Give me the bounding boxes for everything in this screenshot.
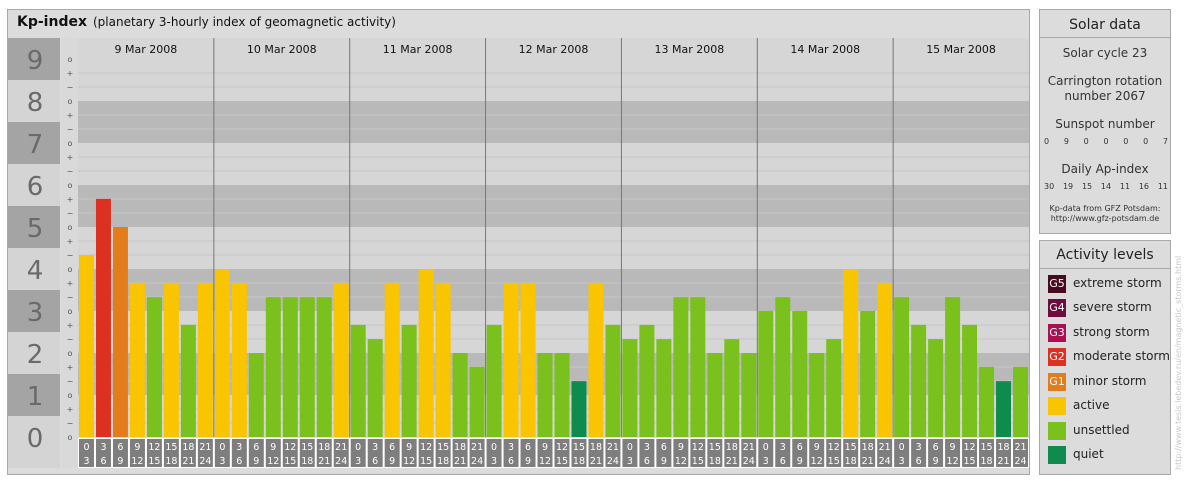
legend-swatch: G5: [1048, 275, 1066, 293]
data-source-line-2[interactable]: http://www.gfz-potsdam.de: [1050, 214, 1160, 223]
ap-index-value: 11: [1119, 182, 1131, 191]
legend-label: active: [1073, 398, 1110, 412]
sunspot-value: 0: [1123, 137, 1129, 146]
legend-swatch: G3: [1048, 324, 1066, 342]
legend-label: extreme storm: [1073, 276, 1162, 290]
sunspot-value: 9: [1063, 137, 1069, 146]
sunspot-value: 0: [1103, 137, 1109, 146]
legend-label: strong storm: [1073, 325, 1150, 339]
sunspot-values: 0 9 0 0 0 0 7: [1044, 137, 1168, 146]
legend-label: minor storm: [1073, 374, 1147, 388]
kp-chart-panel: Kp-index (planetary 3-hourly index of geo…: [7, 9, 1030, 475]
legend-swatch: [1048, 422, 1066, 440]
carrington-line-2: number 2067: [1064, 89, 1146, 103]
chart-title-main: Kp-index: [17, 14, 87, 30]
solar-data-title: Solar data: [1069, 17, 1141, 33]
legend-item-quiet: quiet: [1048, 446, 1172, 464]
legend-item-minor-storm: G1 minor storm: [1048, 373, 1172, 391]
sunspot-value: 0: [1083, 137, 1089, 146]
ap-index-value: 14: [1100, 182, 1112, 191]
legend-item-unsettled: unsettled: [1048, 422, 1172, 440]
legend-item-active: active: [1048, 397, 1172, 415]
ap-index-value: 11: [1157, 182, 1168, 191]
source-credit[interactable]: http://www.tesis.lebedev.ru/en/magnetic_…: [1174, 255, 1183, 470]
ap-index-value: 19: [1062, 182, 1074, 191]
legend-item-severe-storm: G4 severe storm: [1048, 299, 1172, 317]
legend-swatch: [1048, 446, 1066, 464]
data-source-line-1: Kp-data from GFZ Potsdam:: [1049, 204, 1161, 213]
legend-label: severe storm: [1073, 300, 1152, 314]
legend-label: unsettled: [1073, 423, 1130, 437]
sunspot-value: 7: [1162, 137, 1168, 146]
chart-subtitle: (planetary 3-hourly index of geomagnetic…: [93, 15, 396, 29]
legend-item-extreme-storm: G5 extreme storm: [1048, 275, 1172, 293]
ap-index-values: 30 19 15 14 11 16 11: [1044, 182, 1168, 191]
legend-label: moderate storm: [1073, 349, 1170, 363]
legend-swatch: G2: [1048, 348, 1066, 366]
solar-title-divider: [1040, 37, 1170, 38]
legend-swatch: G1: [1048, 373, 1066, 391]
carrington-line-1: Carrington rotation: [1047, 74, 1163, 88]
sunspot-title: Sunspot number: [1055, 117, 1155, 131]
legend-item-moderate-storm: G2 moderate storm: [1048, 348, 1172, 366]
activity-title-divider: [1040, 268, 1170, 269]
ap-index-value: 15: [1081, 182, 1093, 191]
sunspot-value: 0: [1143, 137, 1149, 146]
legend-item-strong-storm: G3 strong storm: [1048, 324, 1172, 342]
legend-swatch: G4: [1048, 299, 1066, 317]
legend-swatch: [1048, 397, 1066, 415]
solar-data-panel: Solar data Solar cycle 23 Carrington rot…: [1039, 9, 1171, 234]
activity-levels-title: Activity levels: [1056, 247, 1154, 263]
legend-label: quiet: [1073, 447, 1104, 461]
ap-index-value: 16: [1138, 182, 1150, 191]
chart-title: Kp-index (planetary 3-hourly index of geo…: [17, 14, 396, 30]
sunspot-value: 0: [1044, 137, 1050, 146]
ap-index-value: 30: [1044, 182, 1055, 191]
ap-index-title: Daily Ap-index: [1061, 162, 1149, 176]
solar-cycle: Solar cycle 23: [1062, 46, 1148, 60]
activity-levels-panel: Activity levels G5 extreme storm G4 seve…: [1039, 240, 1171, 475]
